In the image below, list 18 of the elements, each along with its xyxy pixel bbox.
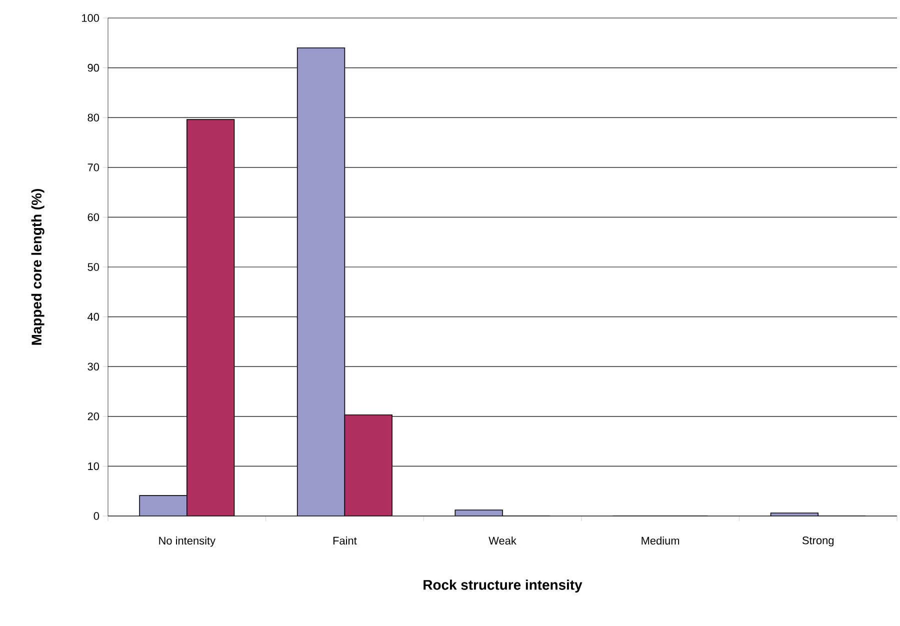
- y-tick-label: 80: [88, 114, 100, 122]
- x-tick-label: Weak: [488, 536, 516, 545]
- y-tick-label: 50: [88, 263, 100, 271]
- y-tick-label: 0: [94, 512, 100, 520]
- y-tick-label: 20: [88, 412, 100, 420]
- y-tick-label: 70: [88, 164, 100, 172]
- x-tick-label: Strong: [802, 536, 834, 546]
- y-tick-label: 90: [88, 64, 100, 72]
- x-tick-label: Faint: [333, 536, 357, 545]
- y-tick-label: 40: [88, 312, 100, 321]
- y-tick-label: 60: [88, 213, 100, 222]
- y-tick-label: 30: [88, 362, 100, 370]
- x-axis-title: Rock structure intensity: [424, 580, 582, 593]
- y-axis-title: Mapped core length (%): [31, 189, 44, 345]
- x-tick-label: Medium: [642, 536, 680, 545]
- x-tick-label: No intensity: [159, 536, 216, 547]
- y-tick-label: 10: [88, 462, 100, 470]
- y-tick-label: 100: [82, 14, 100, 22]
